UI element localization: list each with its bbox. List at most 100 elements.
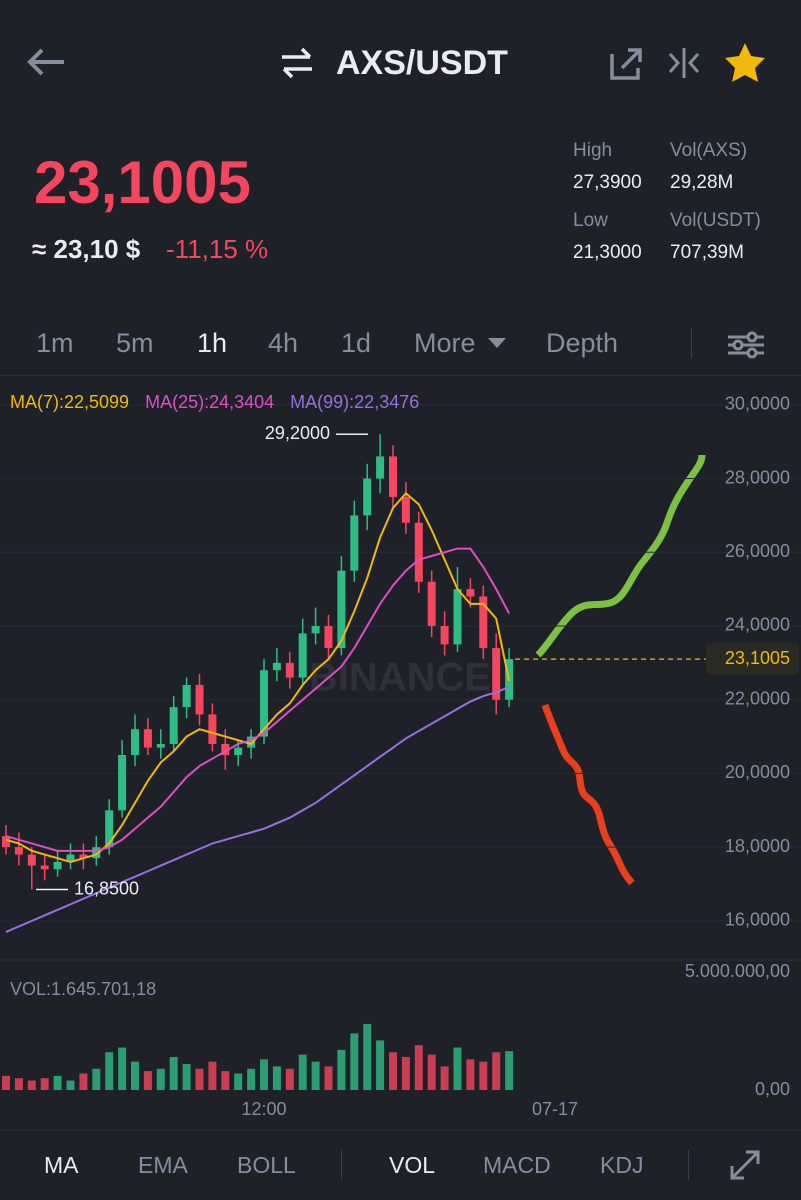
candle-body: [14, 847, 23, 855]
watermark: BINANCE: [309, 656, 491, 700]
last-price: 23,1005: [34, 149, 251, 216]
candle-body: [92, 847, 101, 859]
stat-label: Vol(USDT): [670, 210, 761, 231]
volume-bar: [311, 1061, 320, 1090]
interval-tab-active[interactable]: 1h: [197, 328, 228, 358]
last-price-label: 23,1005: [725, 648, 790, 668]
divider: [688, 1150, 689, 1180]
candle-body: [247, 736, 256, 748]
candle-body: [363, 478, 372, 516]
stat-value: 707,39M: [670, 242, 744, 263]
indicator-tab[interactable]: KDJ: [600, 1152, 644, 1178]
volume-bar: [247, 1068, 256, 1090]
candle-body: [479, 596, 488, 649]
annotation-down-path: [541, 703, 635, 886]
candle-body: [53, 861, 62, 870]
pair-title: AXS/USDT: [336, 44, 508, 82]
x-axis-label: 07-17: [532, 1099, 578, 1119]
volume-bar: [272, 1066, 281, 1090]
candle-body: [195, 684, 204, 715]
candle-body: [260, 670, 268, 737]
volume-bar: [389, 1052, 397, 1090]
compare-icon[interactable]: [666, 46, 702, 80]
volume-bar: [131, 1061, 139, 1090]
share-icon[interactable]: [608, 44, 646, 82]
volume-bar: [492, 1052, 501, 1090]
settings-icon[interactable]: [726, 330, 766, 360]
candle-body: [221, 743, 230, 755]
volume-bar: [324, 1066, 333, 1090]
price-change: -11,15 %: [166, 234, 269, 264]
candle-body: [105, 810, 114, 848]
candle-body: [143, 729, 152, 748]
volume-bar: [40, 1078, 49, 1090]
y-tick-label: 30,0000: [725, 394, 790, 414]
volume-bar: [234, 1073, 243, 1090]
candle-body: [350, 515, 359, 571]
candle-body: [298, 633, 307, 678]
candle-body: [27, 854, 36, 866]
swap-icon[interactable]: [278, 46, 316, 80]
candle-body: [131, 729, 139, 755]
stat-value: 21,3000: [573, 242, 642, 263]
interval-tab[interactable]: 4h: [268, 328, 299, 358]
volume-bar: [2, 1075, 10, 1090]
candle-body: [234, 747, 243, 755]
candle-body: [182, 684, 191, 708]
favorite-star[interactable]: [722, 40, 768, 84]
volume-bar: [79, 1073, 88, 1090]
indicator-tab[interactable]: MACD: [483, 1152, 551, 1178]
interval-tab[interactable]: 5m: [116, 328, 154, 358]
candle-body: [427, 581, 436, 626]
volume-bar: [479, 1061, 488, 1090]
interval-tab[interactable]: More: [414, 328, 476, 358]
interval-tab[interactable]: Depth: [546, 328, 619, 358]
fiat-price: ≈ 23,10 $: [32, 234, 141, 264]
volume-label: VOL:1.645.701,18: [10, 979, 156, 999]
indicator-tab-active[interactable]: MA: [44, 1152, 79, 1178]
indicator-tab[interactable]: BOLL: [237, 1152, 296, 1178]
back-button[interactable]: [24, 44, 68, 80]
volume-bar: [53, 1075, 62, 1090]
interval-tab[interactable]: 1d: [341, 328, 372, 358]
x-axis-label: 12:00: [241, 1099, 286, 1119]
candle-body: [40, 865, 49, 870]
candle-body: [272, 662, 281, 671]
volume-bar: [505, 1051, 514, 1090]
volume-bar: [376, 1040, 385, 1090]
volume-bar: [453, 1047, 462, 1090]
volume-bar: [66, 1080, 75, 1090]
candle-body: [466, 589, 475, 597]
indicator-tab-active[interactable]: VOL: [389, 1152, 436, 1178]
candle-body: [401, 496, 410, 523]
last-price-box: [706, 643, 799, 676]
volume-bar: [298, 1054, 307, 1090]
stat-value: 29,28M: [670, 172, 734, 193]
volume-bar: [208, 1061, 217, 1090]
candle-body: [492, 648, 501, 700]
candle-body: [453, 589, 462, 645]
stat-label: Low: [573, 210, 608, 231]
candle-body: [324, 625, 333, 649]
candle-body: [376, 456, 385, 479]
volume-bar: [401, 1056, 410, 1090]
candle-body: [66, 854, 75, 862]
ma-line: [5, 685, 510, 933]
interval-tab[interactable]: 1m: [36, 328, 74, 358]
fullscreen-icon[interactable]: [728, 1148, 762, 1182]
y-tick-label: 28,0000: [725, 467, 790, 487]
ma-line: [5, 547, 510, 852]
y-tick-label: 18,0000: [725, 836, 790, 856]
candle-body: [285, 662, 294, 678]
y-tick-label: 24,0000: [725, 615, 790, 635]
candle-body: [79, 854, 88, 859]
candle-body: [2, 836, 10, 848]
volume-bar: [427, 1054, 436, 1090]
candle-body: [414, 522, 423, 582]
candle-body: [118, 755, 127, 811]
candle-body: [169, 707, 178, 744]
volume-bar: [285, 1068, 294, 1090]
y-tick-label: 22,0000: [725, 688, 790, 708]
indicator-tab[interactable]: EMA: [138, 1152, 188, 1178]
volume-bar: [337, 1049, 346, 1090]
